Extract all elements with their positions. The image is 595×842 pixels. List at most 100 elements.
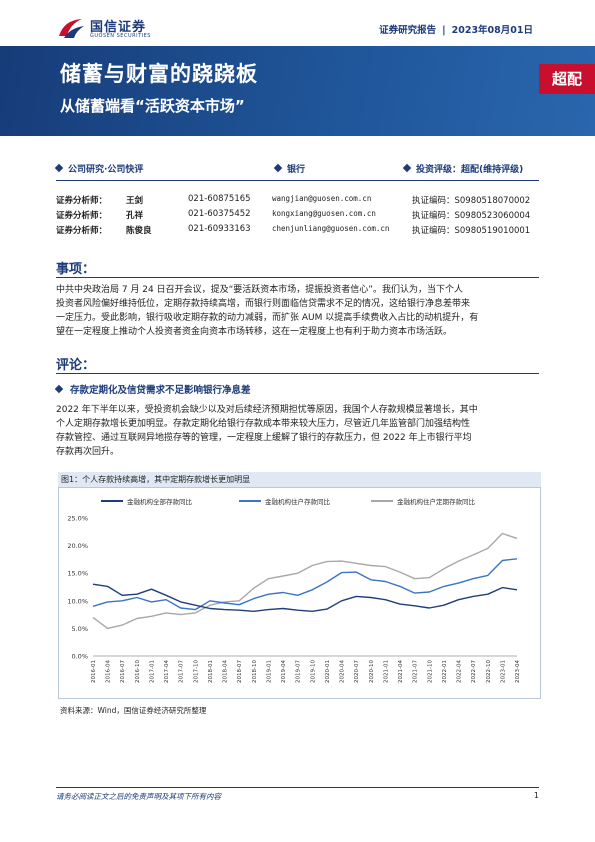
legend-label: 金融机构全部存款同比 [127,497,193,506]
paragraph-line: 个人定期存款增长更加明显。存款定期化给银行存款成本带来较大压力，尽管近几年监管部… [56,419,471,429]
paragraph-line: 2022 年下半年以来，受投资机会缺少以及对后续经济预期担忧等原因，我国个人存款… [56,405,478,415]
analyst-role: 证券分析师： [56,226,108,236]
report-subtitle: 从储蓄端看“活跃资本市场” [60,97,245,115]
analyst-row: 证券分析师： 陈俊良 021-60933163 chenjunliang@guo… [56,224,539,239]
diamond-icon [54,384,64,394]
analyst-cert: 执证编码：S0980523060004 [412,211,531,221]
y-tick-label: 10.0% [67,597,88,605]
legend-label: 金融机构住户定期存款同比 [397,497,476,506]
series-line-2 [92,558,518,611]
x-tick-label: 2021-01 [383,660,389,683]
x-tick-label: 2020-07 [354,660,360,683]
analyst-cert: 执证编码：S0980518070002 [412,196,531,206]
section-heading-matter: 事项： [56,262,96,277]
figure-source: 资料来源：Wind，国信证券经济研究所整理 [60,706,207,715]
x-tick-label: 2017-10 [193,660,199,683]
diamond-icon [402,163,412,173]
footer-disclaimer: 请务必阅读正文之后的免责声明及其项下所有内容 [56,792,221,801]
analyst-role: 证券分析师： [56,196,108,206]
analyst-name: 王剑 [126,196,144,206]
analyst-name: 陈俊良 [126,226,152,236]
meta-divider [56,180,539,181]
y-tick-label: 5.0% [71,625,88,633]
subsection-heading: 存款定期化及信贷需求不足影响银行净息差 [54,382,251,396]
meta-rating: 投资评级：超配(维持评级) [402,162,523,175]
x-tick-label: 2016-01 [91,660,97,683]
paragraph-line: 中共中央政治局 7 月 24 日召开会议，提及“要活跃资本市场，提振投资者信心”… [56,285,463,295]
y-tick-label: 0.0% [71,653,88,661]
report-header-info: 证券研究报告 | 2023年08月01日 [379,22,533,36]
x-tick-label: 2020-10 [369,660,375,683]
figure-container: 金融机构全部存款同比 金融机构住户存款同比 金融机构住户定期存款同比 0.0% 5.0%… [58,487,541,699]
logo-text-en: GUOSEN SECURITIES [90,33,151,39]
meta-category-text: 公司研究·公司快评 [68,165,144,175]
section-heading-comment: 评论： [56,358,96,373]
x-tick-label: 2021-04 [398,660,404,683]
x-tick-label: 2020-04 [340,660,346,683]
page-number: 1 [533,791,539,800]
y-tick-label: 15.0% [67,570,88,578]
logo-text-cn: 国信证券 [90,20,147,35]
title-banner: 储蓄与财富的跷跷板 从储蓄端看“活跃资本市场” 超配 [0,46,595,136]
x-tick-label: 2023-01 [500,660,506,683]
comment-paragraph: 2022 年下半年以来，受投资机会缺少以及对后续经济预期担忧等原因，我国个人存款… [56,403,543,459]
analyst-email[interactable]: wangjian@guosen.com.cn [272,194,372,203]
section-divider [56,373,539,374]
x-tick-label: 2021-07 [413,660,419,683]
analyst-name: 孔祥 [126,211,144,221]
report-type: 证券研究报告 [379,25,437,36]
paragraph-line: 存款再次回升。 [56,447,120,457]
paragraph-line: 存款管控、通过互联网异地揽存等的管理，一定程度上缓解了银行的存款压力，但 202… [56,433,472,443]
section-divider [56,277,539,278]
analyst-phone: 021-60875165 [188,194,251,204]
deposit-growth-chart: 金融机构全部存款同比 金融机构住户存款同比 金融机构住户定期存款同比 0.0% 5.0%… [67,497,521,683]
analyst-cert: 执证编码：S0980519010001 [412,226,531,236]
legend-label: 金融机构住户存款同比 [265,497,331,506]
paragraph-line: 一定压力。受此影响，银行吸收定期存款的动力减弱，而扩张 AUM 以提高手续费收入… [56,313,479,323]
x-tick-label: 2022-07 [471,660,477,683]
x-tick-label: 2018-04 [223,660,229,683]
x-tick-label: 2017-07 [179,660,185,683]
x-tick-label: 2023-04 [515,660,521,683]
x-tick-label: 2017-04 [164,660,170,683]
analyst-phone: 021-60933163 [188,224,251,234]
x-tick-label: 2022-01 [442,660,448,683]
x-tick-label: 2016-04 [106,660,112,683]
x-tick-label: 2016-07 [120,660,126,683]
figure-caption: 图1：个人存款持续高增，其中定期存款增长更加明显 [58,472,541,487]
x-tick-label: 2022-10 [486,660,492,683]
x-tick-label: 2019-07 [296,660,302,683]
analyst-table: 证券分析师： 王剑 021-60875165 wangjian@guosen.c… [56,194,539,239]
x-tick-label: 2019-01 [266,660,272,683]
report-date: 2023年08月01日 [451,25,533,36]
x-tick-label: 2017-01 [149,660,155,683]
series-line-3 [92,532,518,630]
x-tick-label: 2018-10 [252,660,258,683]
series-line-1 [92,583,518,613]
guosen-logo: 国信证券 GUOSEN SECURITIES [56,14,166,44]
paragraph-line: 望在一定程度上推动个人投资者资金向资本市场转移，这在一定程度上也有利于助力资本市… [56,327,453,337]
x-tick-label: 2021-10 [427,660,433,683]
rating-tag: 超配 [539,64,595,94]
analyst-phone: 021-60375452 [188,209,251,219]
analyst-email[interactable]: kongxiang@guosen.com.cn [272,209,376,218]
analyst-row: 证券分析师： 王剑 021-60875165 wangjian@guosen.c… [56,194,539,209]
x-tick-label: 2020-01 [325,660,331,683]
x-tick-label: 2018-07 [237,660,243,683]
guosen-logo-icon [59,19,84,38]
diamond-icon [273,163,283,173]
report-title: 储蓄与财富的跷跷板 [60,62,258,86]
y-tick-label: 25.0% [67,515,88,523]
footer-divider [56,787,539,788]
paragraph-line: 投资者风险偏好维持低位，定期存款持续高增，而银行则面临信贷需求不足的情况，这给银… [56,299,471,309]
y-tick-label: 20.0% [67,542,88,550]
subsection-heading-text: 存款定期化及信贷需求不足影响银行净息差 [70,385,251,396]
x-tick-label: 2016-10 [135,660,141,683]
analyst-email[interactable]: chenjunliang@guosen.com.cn [272,224,390,233]
meta-industry: 银行 [273,162,305,175]
matter-paragraph: 中共中央政治局 7 月 24 日召开会议，提及“要活跃资本市场，提振投资者信心”… [56,283,543,339]
x-tick-label: 2019-04 [281,660,287,683]
header-separator: | [442,25,446,36]
analyst-role: 证券分析师： [56,211,108,221]
x-tick-label: 2019-10 [310,660,316,683]
